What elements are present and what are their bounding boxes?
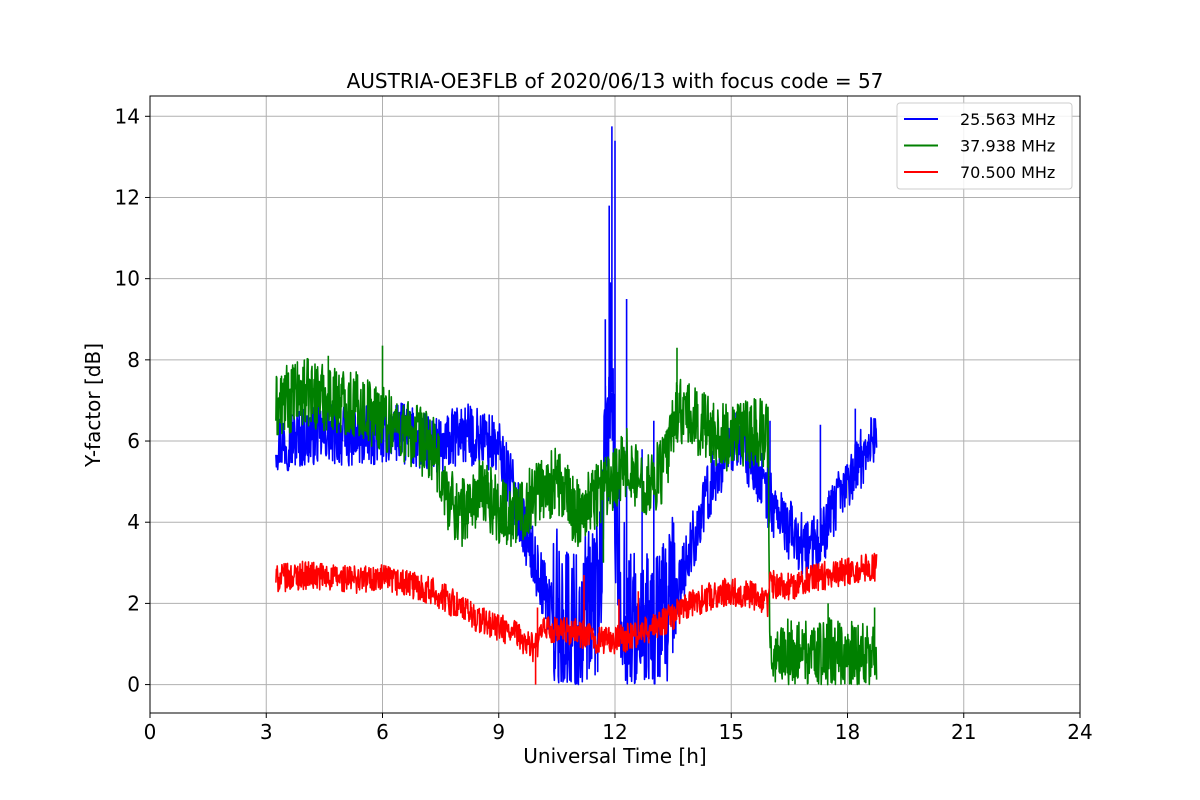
x-tick-label: 21 [951,720,976,744]
y-tick-label: 0 [127,673,140,697]
legend-label: 37.938 MHz [960,137,1055,156]
series-line-3 [275,552,878,685]
legend-label: 70.500 MHz [960,163,1055,182]
series-layer [275,126,878,686]
y-tick-label: 8 [127,348,140,372]
y-axis-label: Y-factor [dB] [81,343,105,468]
x-tick-label: 12 [602,720,627,744]
chart-title: AUSTRIA-OE3FLB of 2020/06/13 with focus … [347,69,884,93]
legend-box [896,102,1073,190]
x-tick-label: 6 [376,720,389,744]
x-tick-label: 3 [260,720,273,744]
y-tick-label: 10 [115,267,140,291]
y-axis: 0 2 4 6 8 10 12 14 [115,104,150,697]
x-tick-label: 15 [719,720,744,744]
legend-label: 25.563 MHz [960,110,1055,129]
y-tick-label: 14 [115,104,140,128]
y-tick-label: 6 [127,429,140,453]
x-tick-label: 24 [1067,720,1092,744]
legend: 25.563 MHz 37.938 MHz 70.500 MHz [896,102,1073,190]
x-tick-label: 18 [835,720,860,744]
x-tick-label: 0 [144,720,157,744]
y-tick-label: 2 [127,591,140,615]
series-line-2 [275,345,878,686]
x-axis-label: Universal Time [h] [523,744,706,768]
x-axis: 0 3 6 9 12 15 18 21 24 [144,713,1093,744]
y-tick-label: 12 [115,185,140,209]
x-tick-label: 9 [492,720,505,744]
y-tick-label: 4 [127,510,140,534]
series-line-1 [275,126,878,686]
